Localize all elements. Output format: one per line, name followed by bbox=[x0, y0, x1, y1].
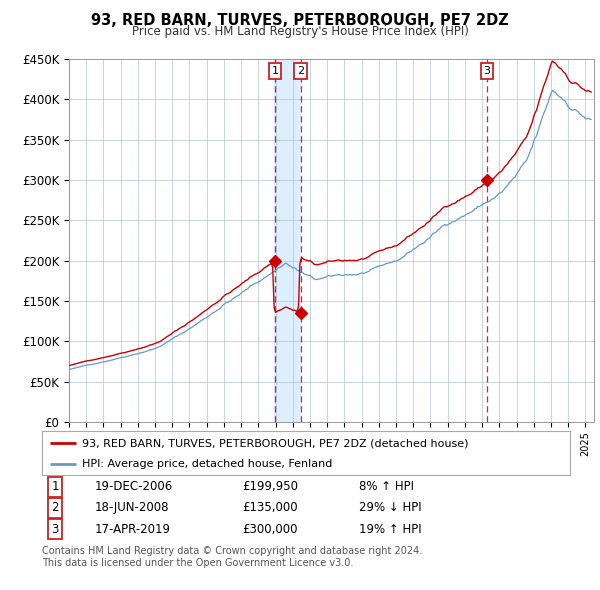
Text: 93, RED BARN, TURVES, PETERBOROUGH, PE7 2DZ: 93, RED BARN, TURVES, PETERBOROUGH, PE7 … bbox=[91, 13, 509, 28]
Text: 1: 1 bbox=[272, 66, 278, 76]
Text: 19-DEC-2006: 19-DEC-2006 bbox=[95, 480, 173, 493]
Text: 18-JUN-2008: 18-JUN-2008 bbox=[95, 502, 169, 514]
Text: £300,000: £300,000 bbox=[242, 523, 298, 536]
Text: £199,950: £199,950 bbox=[242, 480, 299, 493]
Text: HPI: Average price, detached house, Fenland: HPI: Average price, detached house, Fenl… bbox=[82, 459, 332, 469]
Text: 1: 1 bbox=[52, 480, 59, 493]
Text: 19% ↑ HPI: 19% ↑ HPI bbox=[359, 523, 421, 536]
Text: 29% ↓ HPI: 29% ↓ HPI bbox=[359, 502, 421, 514]
Text: 3: 3 bbox=[52, 523, 59, 536]
Text: £135,000: £135,000 bbox=[242, 502, 298, 514]
Bar bbox=[274, 59, 300, 422]
Text: 93, RED BARN, TURVES, PETERBOROUGH, PE7 2DZ (detached house): 93, RED BARN, TURVES, PETERBOROUGH, PE7 … bbox=[82, 438, 468, 448]
Text: 3: 3 bbox=[484, 66, 491, 76]
Text: Contains HM Land Registry data © Crown copyright and database right 2024.: Contains HM Land Registry data © Crown c… bbox=[42, 546, 422, 556]
Text: 2: 2 bbox=[52, 502, 59, 514]
Text: Price paid vs. HM Land Registry's House Price Index (HPI): Price paid vs. HM Land Registry's House … bbox=[131, 25, 469, 38]
Text: 2: 2 bbox=[297, 66, 304, 76]
Text: 8% ↑ HPI: 8% ↑ HPI bbox=[359, 480, 414, 493]
Text: 17-APR-2019: 17-APR-2019 bbox=[95, 523, 171, 536]
Text: This data is licensed under the Open Government Licence v3.0.: This data is licensed under the Open Gov… bbox=[42, 558, 353, 568]
